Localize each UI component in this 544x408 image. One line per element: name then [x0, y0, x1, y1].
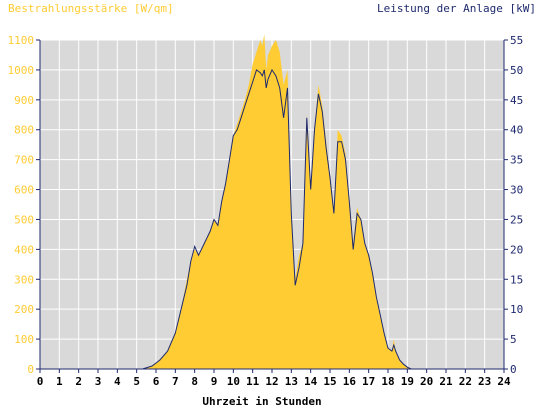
left-tick-label: 1100 — [8, 34, 35, 47]
left-tick-label: 400 — [14, 243, 34, 256]
x-tick-label: 10 — [227, 375, 240, 388]
x-tick-label: 8 — [191, 375, 198, 388]
x-tick-label: 0 — [37, 375, 44, 388]
x-tick-label: 16 — [343, 375, 357, 388]
right-axis-ticks: 0 5 10 15 20 25 30 35 40 45 50 55 — [504, 34, 523, 376]
left-tick-label: 100 — [14, 333, 34, 346]
x-tick-label: 14 — [304, 375, 318, 388]
left-tick-label: 500 — [14, 213, 34, 226]
left-tick-label: 300 — [14, 273, 34, 286]
x-tick-label: 9 — [211, 375, 218, 388]
left-tick-label: 1000 — [8, 64, 35, 77]
x-tick-label: 19 — [401, 375, 414, 388]
right-axis-title: Leistung der Anlage [kW] — [377, 2, 536, 15]
x-tick-label: 2 — [75, 375, 82, 388]
x-tick-label: 17 — [362, 375, 375, 388]
x-tick-label: 18 — [381, 375, 394, 388]
x-tick-label: 23 — [478, 375, 491, 388]
x-tick-label: 20 — [420, 375, 433, 388]
right-tick-label: 30 — [510, 184, 523, 197]
right-tick-label: 50 — [510, 64, 523, 77]
x-tick-label: 13 — [285, 375, 298, 388]
left-tick-label: 200 — [14, 303, 34, 316]
right-tick-label: 20 — [510, 243, 523, 256]
left-tick-label: 900 — [14, 94, 34, 107]
right-tick-label: 35 — [510, 154, 523, 167]
right-tick-label: 40 — [510, 124, 523, 137]
x-tick-label: 7 — [172, 375, 179, 388]
left-tick-label: 600 — [14, 184, 34, 197]
left-tick-label: 700 — [14, 154, 34, 167]
right-tick-label: 10 — [510, 303, 523, 316]
right-tick-label: 5 — [510, 333, 517, 346]
right-tick-label: 45 — [510, 94, 523, 107]
right-tick-label: 0 — [510, 363, 517, 376]
x-tick-label: 1 — [56, 375, 63, 388]
x-tick-label: 6 — [153, 375, 160, 388]
x-tick-label: 21 — [439, 375, 453, 388]
left-tick-label: 800 — [14, 124, 34, 137]
x-tick-label: 22 — [459, 375, 472, 388]
irradiance-area — [142, 34, 412, 369]
x-tick-label: 3 — [95, 375, 102, 388]
left-tick-label: 0 — [27, 363, 34, 376]
left-axis-title: Bestrahlungsstärke [W/qm] — [8, 2, 174, 15]
right-tick-label: 15 — [510, 273, 523, 286]
x-axis-ticks: 0 1 2 3 4 5 6 7 8 9 10 11 12 13 14 15 16 17 18 19 20 21 22 23 24 — [37, 369, 511, 388]
left-axis-ticks: 0 100 200 300 400 500 600 700 800 900 1000 1100 — [8, 34, 40, 376]
x-tick-label: 4 — [114, 375, 121, 388]
x-tick-label: 5 — [133, 375, 140, 388]
power-line — [40, 68, 504, 370]
right-tick-label: 25 — [510, 213, 523, 226]
x-tick-label: 24 — [497, 375, 511, 388]
x-tick-label: 15 — [323, 375, 336, 388]
x-tick-label: 11 — [246, 375, 260, 388]
x-tick-label: 12 — [265, 375, 278, 388]
right-tick-label: 55 — [510, 34, 523, 47]
x-axis-title: Uhrzeit in Stunden — [202, 395, 321, 408]
